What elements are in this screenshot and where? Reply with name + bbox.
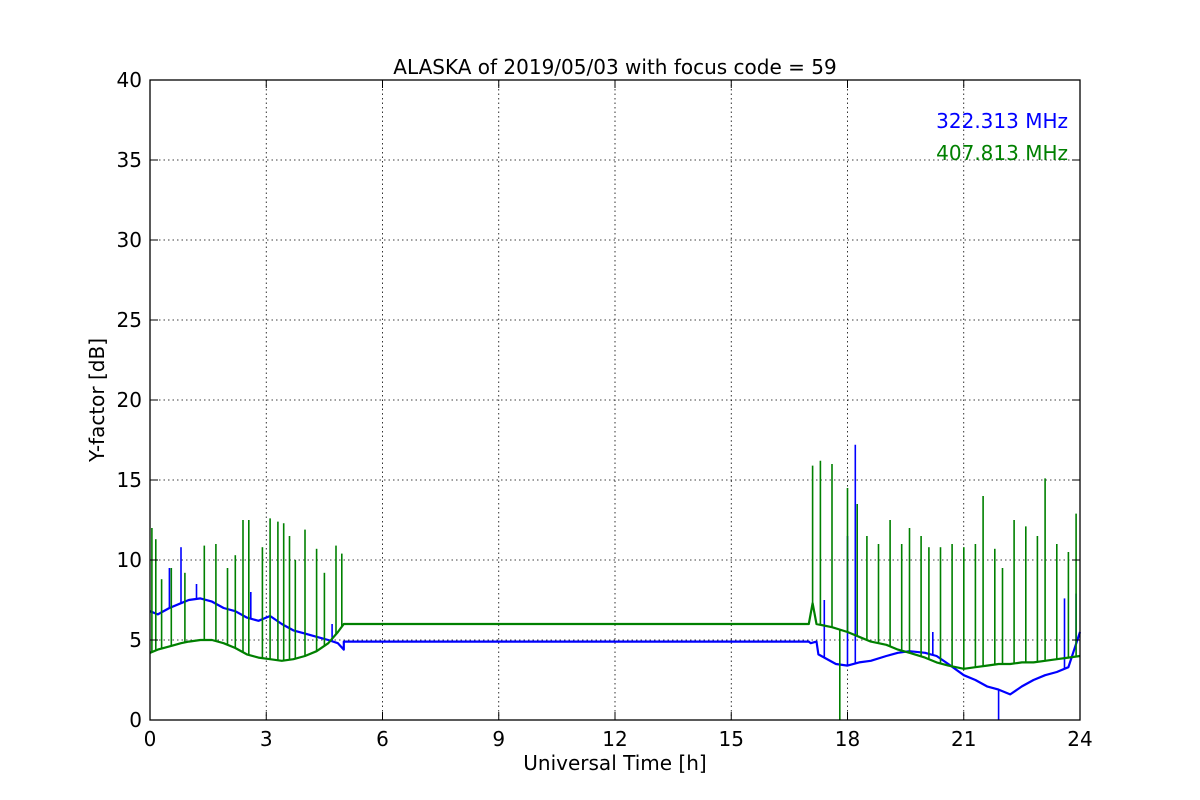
- series-line: [149, 602, 1081, 670]
- x-tick-label: 3: [260, 727, 273, 751]
- y-axis-label: Y-factor [dB]: [85, 338, 109, 463]
- legend-entry-322-mhz: 322.313 MHz: [936, 109, 1068, 133]
- y-tick-label: 35: [117, 148, 142, 172]
- x-tick-label: 9: [492, 727, 505, 751]
- legend-entry-407-mhz: 407.813 MHz: [936, 141, 1068, 165]
- y-tick-label: 15: [117, 468, 142, 492]
- plot-series: [149, 444, 1082, 720]
- x-tick-label: 12: [602, 727, 627, 751]
- y-tick-label: 20: [117, 388, 142, 412]
- y-tick-label: 0: [129, 708, 142, 732]
- x-tick-label: 18: [835, 727, 860, 751]
- x-tick-label: 15: [719, 727, 744, 751]
- x-axis-label: Universal Time [h]: [523, 751, 706, 775]
- chart-title: ALASKA of 2019/05/03 with focus code = 5…: [393, 55, 836, 79]
- x-tick-label: 24: [1067, 727, 1092, 751]
- y-tick-label: 40: [117, 68, 142, 92]
- y-tick-label: 5: [129, 628, 142, 652]
- x-tick-label: 21: [951, 727, 976, 751]
- x-tick-label: 0: [144, 727, 157, 751]
- y-tick-label: 30: [117, 228, 142, 252]
- series-1: [149, 460, 1081, 720]
- x-tick-label: 6: [376, 727, 389, 751]
- axis-ticks: 0 3 6 9 12 15 18 21 24 0 5 10 15 20 25 30 35 40: [117, 68, 1093, 751]
- y-tick-label: 10: [117, 548, 142, 572]
- y-tick-label: 25: [117, 308, 142, 332]
